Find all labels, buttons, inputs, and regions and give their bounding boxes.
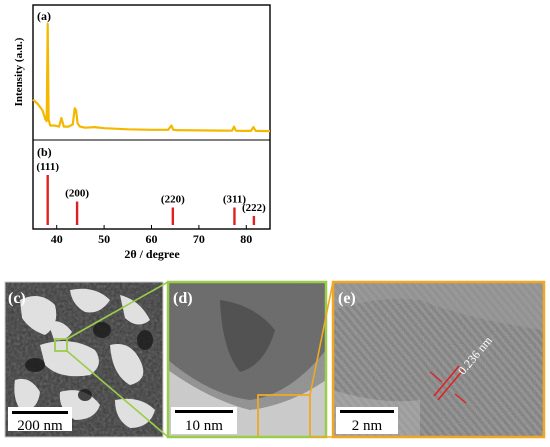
scale-bar-c <box>12 411 68 414</box>
y-axis-label: Intensity (a.u.) <box>13 37 25 106</box>
panel-label-c: (c) <box>8 290 26 307</box>
x-axis-label: 2θ / degree <box>124 247 180 261</box>
reference-bar-label: (220) <box>161 194 185 206</box>
x-tick-label: 60 <box>146 232 158 246</box>
scale-bar-d <box>175 410 233 413</box>
panel-label-e: (e) <box>338 290 356 307</box>
panel-e-frame <box>331 280 546 439</box>
panel-c-frame <box>4 281 164 438</box>
x-tick-label: 80 <box>240 232 252 246</box>
x-tick-label: 50 <box>98 232 110 246</box>
zoom-box-c <box>54 338 68 352</box>
x-tick-label: 70 <box>193 232 205 246</box>
reference-bar-label: (111) <box>36 161 59 173</box>
xrd-series-line <box>32 22 271 133</box>
lattice-marker <box>429 365 467 404</box>
scale-bar-label-e: 2 nm <box>352 418 383 434</box>
zoom-connectors <box>66 281 334 438</box>
x-tick-label: 40 <box>51 232 63 246</box>
reference-bar-label: (200) <box>65 188 89 200</box>
reference-bars: (111) (200) (220) (311)(222) <box>36 161 266 225</box>
scale-bar-label-d: 10 nm <box>185 418 223 434</box>
panel-label-a: (a) <box>37 9 51 23</box>
x-axis-ticks: 40 50 60 70 80 <box>51 225 252 246</box>
scale-bar-e <box>340 410 394 413</box>
panel-label-d: (d) <box>173 290 193 307</box>
zoom-box-d <box>257 394 311 437</box>
xrd-pattern <box>32 22 271 133</box>
scale-bar-label-c: 200 nm <box>17 418 63 434</box>
reference-bar-label: (222) <box>242 202 266 214</box>
xrd-chart: (a) (b) Intensity (a.u.) 2θ / degree 40 5… <box>13 4 271 261</box>
panel-e-image <box>333 282 544 437</box>
reference-bar-label: (311) <box>223 194 247 206</box>
panel-d-frame <box>166 280 328 439</box>
panel-label-b: (b) <box>37 145 52 159</box>
